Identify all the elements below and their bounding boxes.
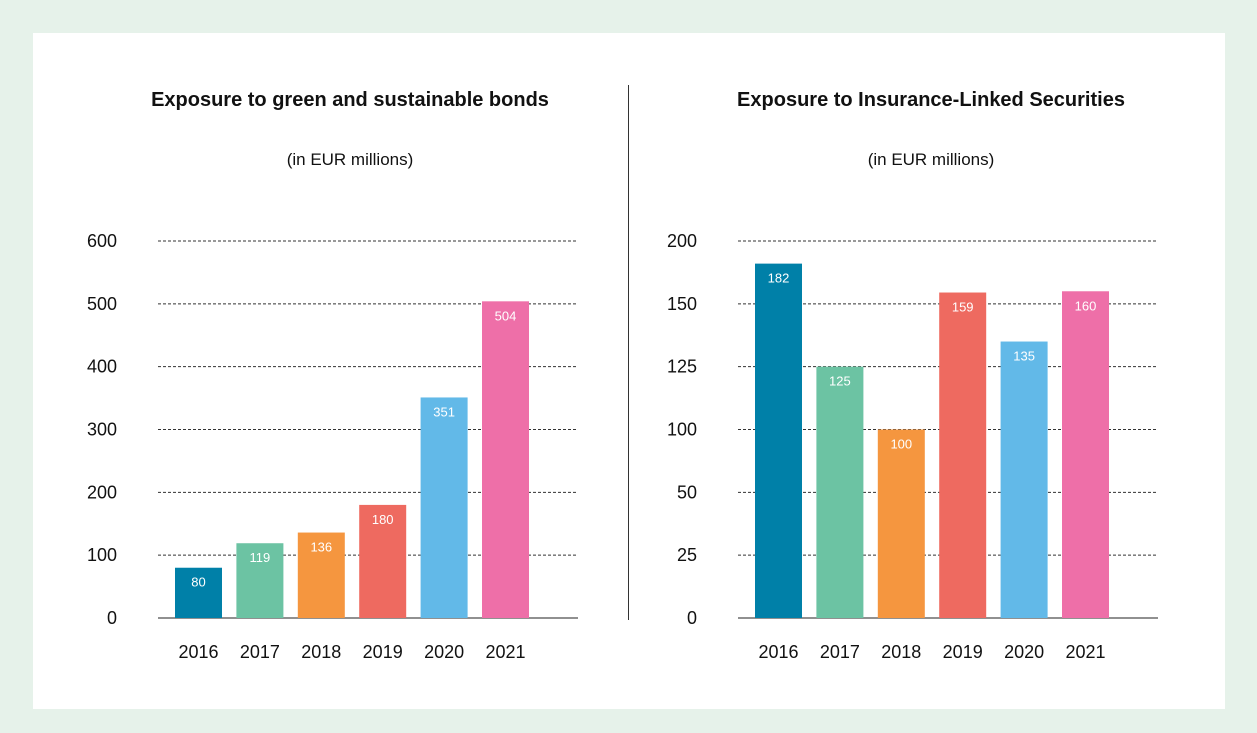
chart-2-subtitle: (in EUR millions)	[867, 150, 995, 169]
chart-1-green-bonds: 0 100 200 300 400 500 600 80 2016 119 2017 136 2018 1…	[87, 231, 578, 662]
chart-divider	[628, 85, 629, 620]
bar-2020	[1000, 341, 1048, 618]
data-label: 182	[768, 271, 790, 286]
data-label: 80	[191, 575, 205, 590]
y-tick-label: 150	[667, 294, 697, 314]
y-tick-label: 25	[677, 545, 697, 565]
x-tick-label: 2021	[485, 642, 525, 662]
x-tick-label: 2016	[758, 642, 798, 662]
data-label: 159	[952, 300, 974, 315]
data-label: 351	[433, 404, 455, 419]
bar-2021	[1062, 291, 1109, 618]
data-label: 100	[890, 437, 912, 452]
y-tick-label: 100	[87, 545, 117, 565]
y-tick-label: 100	[667, 420, 697, 440]
bar-2018	[877, 429, 925, 618]
y-tick-label: 500	[87, 294, 117, 314]
y-tick-label: 125	[667, 357, 697, 377]
y-tick-label: 200	[87, 482, 117, 502]
bar-2017	[236, 543, 284, 618]
y-tick-label: 600	[87, 231, 117, 251]
y-tick-label: 0	[107, 608, 117, 628]
data-label: 180	[372, 512, 394, 527]
x-tick-label: 2020	[1004, 642, 1044, 662]
data-label: 136	[310, 540, 332, 555]
bar-2021	[482, 301, 529, 618]
bar-2019	[359, 504, 407, 618]
chart-1-title: Exposure to green and sustainable bonds	[151, 89, 549, 111]
y-tick-label: 200	[667, 231, 697, 251]
data-label: 135	[1013, 349, 1035, 364]
x-tick-label: 2019	[943, 642, 983, 662]
data-label: 125	[829, 374, 851, 389]
data-label: 160	[1075, 298, 1097, 313]
chart-2-insurance-linked-securities: 0 25 50 100 125 150 200 182 2016 125 2017 100 2018 15…	[667, 231, 1158, 662]
x-tick-label: 2017	[820, 642, 860, 662]
figure-panel: Exposure to green and sustainable bonds …	[33, 33, 1225, 709]
bar-2018	[297, 532, 345, 618]
bar-2017	[816, 366, 864, 618]
x-tick-label: 2020	[424, 642, 464, 662]
y-tick-label: 400	[87, 357, 117, 377]
bar-2020	[420, 397, 468, 618]
x-tick-label: 2021	[1065, 642, 1105, 662]
x-tick-label: 2018	[881, 642, 921, 662]
x-tick-label: 2016	[178, 642, 218, 662]
bar-2016	[175, 567, 222, 618]
data-label: 504	[495, 308, 517, 323]
y-tick-label: 50	[677, 482, 697, 502]
y-tick-label: 0	[687, 608, 697, 628]
bar-2016	[755, 263, 802, 618]
y-tick-label: 300	[87, 420, 117, 440]
bar-2019	[939, 292, 987, 618]
data-label: 119	[250, 550, 271, 565]
chart-2-title: Exposure to Insurance-Linked Securities	[737, 89, 1125, 111]
x-tick-label: 2019	[363, 642, 403, 662]
x-tick-label: 2018	[301, 642, 341, 662]
x-tick-label: 2017	[240, 642, 280, 662]
chart-1-subtitle: (in EUR millions)	[286, 150, 414, 169]
